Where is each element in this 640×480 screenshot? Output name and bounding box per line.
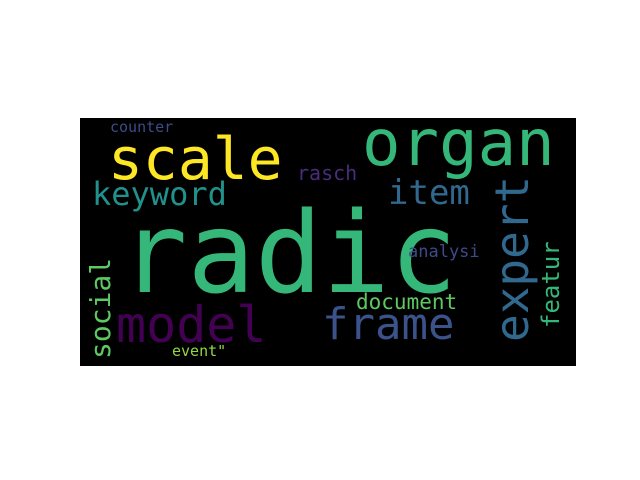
word-document: document — [356, 290, 458, 314]
word-keyword: keyword — [92, 175, 227, 213]
word-expert: expert — [485, 175, 539, 342]
word-scale: scale — [108, 125, 283, 193]
word-social: social — [84, 257, 117, 359]
word-featur: featur — [537, 241, 565, 328]
word-frame: frame — [322, 299, 455, 350]
word-rasch: rasch — [297, 161, 358, 185]
word-model: model — [116, 296, 267, 354]
word-cloud: radic organ scale model frame expert key… — [80, 118, 576, 366]
word-organ: organ — [362, 118, 555, 181]
word-radic: radic — [120, 189, 458, 319]
word-analysi: analysi — [408, 242, 480, 262]
word-item: item — [388, 173, 470, 213]
word-counter: counter — [110, 118, 174, 136]
word-event: event" — [172, 342, 227, 360]
